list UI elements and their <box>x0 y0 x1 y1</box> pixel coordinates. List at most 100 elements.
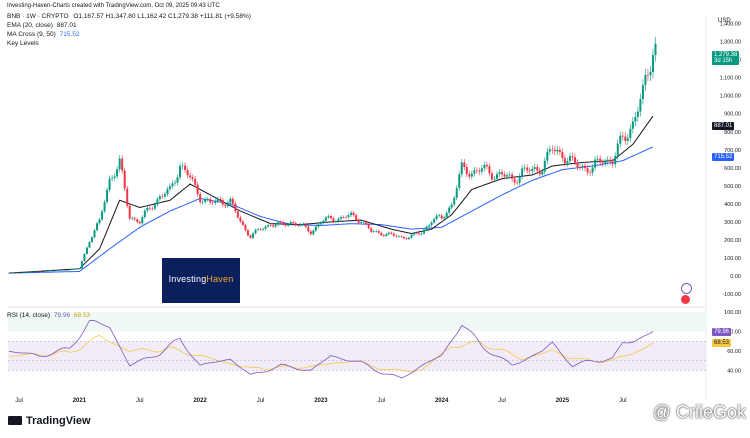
rsi-tick-label-0: 100.00 <box>724 310 741 316</box>
candle-body-114 <box>294 223 297 226</box>
candle-body-169 <box>433 219 436 223</box>
candle-body-237 <box>604 161 607 164</box>
ema-legend[interactable]: EMA (20, close) 887.01 <box>7 22 77 29</box>
candle-body-86 <box>224 204 227 206</box>
candle-body-190 <box>485 164 488 167</box>
candle-body-151 <box>387 232 390 235</box>
candle-body-141 <box>362 221 365 223</box>
candle-body-197 <box>503 174 506 177</box>
rsi-tick-label-1: 80.00 <box>727 330 741 336</box>
candle-body-90 <box>234 203 237 212</box>
chart-credit: Investing-Haven-Charts created with Trad… <box>7 3 220 9</box>
candle-body-184 <box>470 173 473 177</box>
candle-body-148 <box>380 232 383 236</box>
candle-body-231 <box>589 172 592 174</box>
candle-body-245 <box>624 136 627 141</box>
candle-body-39 <box>106 189 109 203</box>
candle-body-84 <box>219 198 222 201</box>
flag-icon[interactable] <box>681 295 690 304</box>
candle-body-176 <box>450 204 453 208</box>
candle-body-227 <box>579 167 582 168</box>
candle-body-36 <box>98 219 101 224</box>
candle-body-165 <box>423 229 426 234</box>
candle-body-83 <box>216 198 219 201</box>
candle-body-152 <box>390 232 393 234</box>
candle-body-17 <box>50 270 53 272</box>
candle-body-88 <box>229 198 232 203</box>
symbol-legend[interactable]: BNB · 1W · CRYPTO O1,167.57 H1,347.80 L1… <box>7 13 251 20</box>
candle-body-32 <box>88 241 91 248</box>
candle-body-116 <box>299 223 302 226</box>
x-tick-label-4: Jul <box>257 398 265 404</box>
candle-body-38 <box>103 202 106 212</box>
tradingview-brand-text: TradingView <box>26 415 91 427</box>
candle-body-233 <box>594 159 597 168</box>
candle-body-48 <box>128 205 131 219</box>
tradingview-logo-icon <box>8 416 22 425</box>
y-tick-label-13: 100.00 <box>724 256 741 262</box>
y-tick-label-6: 800.00 <box>724 130 741 136</box>
candle-body-108 <box>279 222 282 223</box>
candle-body-112 <box>289 222 292 225</box>
candle-body-4 <box>18 272 21 274</box>
candle-body-46 <box>123 170 126 189</box>
candle-body-56 <box>148 207 151 209</box>
rsi-legend-value: 79.96 <box>53 312 71 319</box>
candle-body-49 <box>131 218 134 219</box>
ema-label: EMA (20, close) <box>7 22 53 29</box>
candle-body-150 <box>385 234 388 236</box>
candle-body-103 <box>267 225 270 227</box>
candle-body-113 <box>292 222 295 224</box>
candle-body-167 <box>428 225 431 227</box>
candle-body-0 <box>7 272 10 274</box>
x-tick-label-1: 2021 <box>73 398 87 404</box>
candle-body-99 <box>257 229 260 230</box>
candle-body-157 <box>402 236 405 239</box>
candle-body-102 <box>264 226 267 229</box>
candle-body-96 <box>249 235 252 238</box>
candle-body-7 <box>25 272 28 273</box>
candle-body-15 <box>45 271 48 272</box>
candle-body-253 <box>644 74 647 86</box>
candle-body-82 <box>214 200 217 203</box>
candle-body-161 <box>412 232 415 235</box>
candle-body-256 <box>651 55 654 73</box>
candle-body-162 <box>415 232 418 234</box>
candle-body-200 <box>511 174 514 179</box>
candle-body-125 <box>322 220 325 223</box>
candle-body-199 <box>508 174 511 176</box>
candle-body-207 <box>528 170 531 172</box>
candle-body-183 <box>468 174 471 177</box>
candle-body-9 <box>30 271 33 273</box>
ma-cross-line <box>8 146 654 274</box>
candle-body-118 <box>304 223 307 227</box>
candle-body-25 <box>70 269 73 270</box>
rsi-band <box>8 341 706 371</box>
y-tick-label-7: 700.00 <box>724 148 741 154</box>
key-levels-legend[interactable]: Key Levels <box>7 40 39 47</box>
candle-body-129 <box>332 218 335 222</box>
logo-text-haven: Haven <box>206 274 234 284</box>
candle-body-248 <box>631 121 634 129</box>
x-tick-label-8: Jul <box>498 398 506 404</box>
candle-body-153 <box>392 233 395 236</box>
candle-body-45 <box>121 158 124 171</box>
candle-body-51 <box>136 219 139 222</box>
candle-body-5 <box>20 272 23 274</box>
candle-body-40 <box>108 178 111 190</box>
candle-body-54 <box>143 210 146 218</box>
candle-body-242 <box>616 143 619 156</box>
candle-body-179 <box>458 174 461 188</box>
candle-body-57 <box>151 208 154 210</box>
candle-body-14 <box>43 271 46 273</box>
candle-body-37 <box>101 211 104 220</box>
lightning-icon[interactable] <box>681 283 692 294</box>
rsi-overbought-zone <box>8 312 706 332</box>
candle-body-119 <box>307 226 310 232</box>
candle-body-189 <box>483 164 486 169</box>
rsi-legend[interactable]: RSI (14, close) 79.96 68.53 <box>7 312 90 319</box>
candle-body-217 <box>553 149 556 152</box>
ma-legend[interactable]: MA Cross (9, 50) 715.52 <box>7 31 79 38</box>
x-tick-label-0: Jul <box>15 398 23 404</box>
